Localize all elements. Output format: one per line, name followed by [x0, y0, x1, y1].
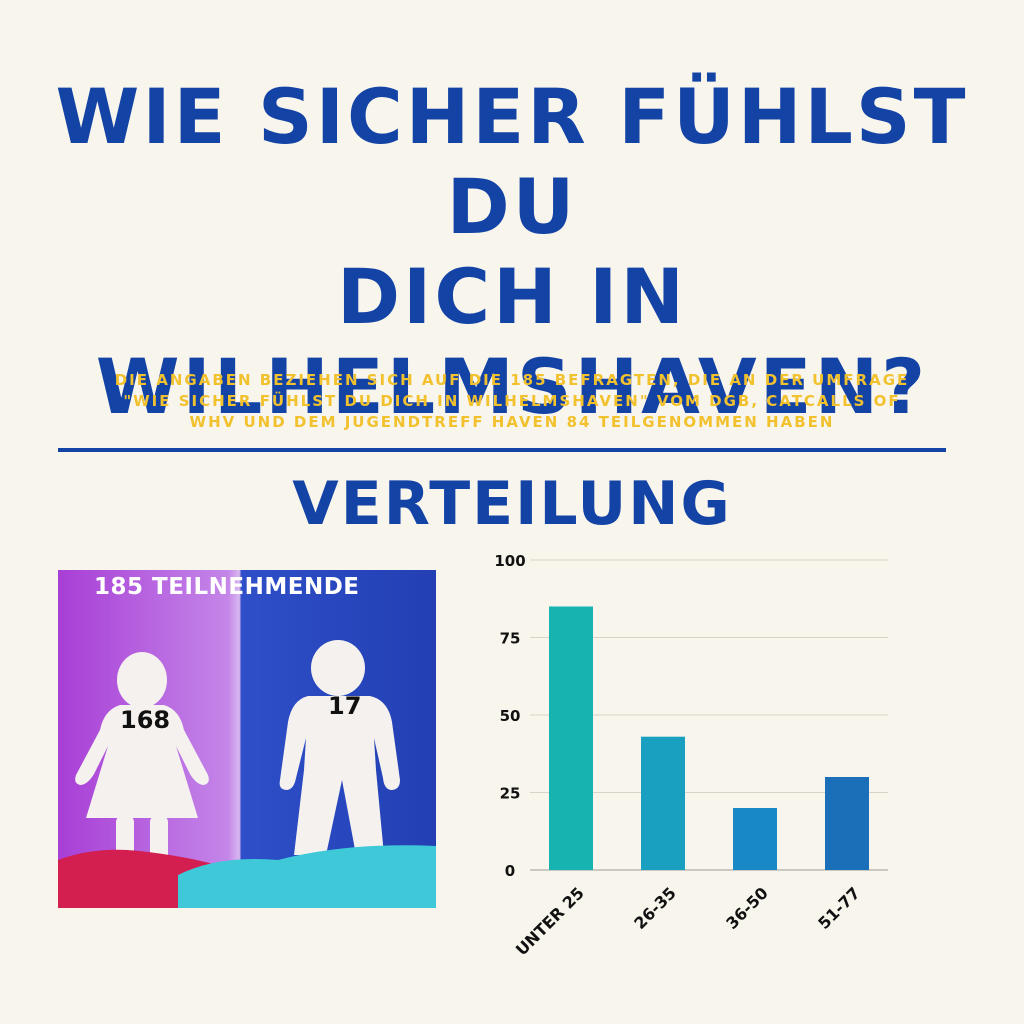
title-line-1: WIE SICHER FÜHLST DU — [55, 72, 969, 251]
y-tick-label: 100 — [494, 552, 525, 570]
male-figure-icon — [279, 640, 400, 855]
participants-illustration — [58, 640, 436, 908]
page-title: WIE SICHER FÜHLST DU DICH IN WILHELMSHAV… — [0, 72, 1024, 432]
survey-note-line-2: "WIE SICHER FÜHLST DU DICH IN WILHELMSHA… — [123, 392, 901, 410]
y-tick-label: 25 — [500, 785, 521, 803]
bar-3 — [733, 808, 777, 870]
y-tick-label: 75 — [500, 630, 521, 648]
participants-image: 185 TEILNEHMENDE 168 17 — [58, 570, 436, 908]
x-tick-label: 26-35 — [630, 883, 680, 933]
section-divider — [58, 448, 946, 452]
bar-1 — [549, 606, 593, 870]
x-tick-label: UNTER 25 — [512, 883, 588, 959]
x-tick-label: 36-50 — [722, 883, 772, 933]
bar-2 — [641, 736, 685, 870]
y-tick-label: 0 — [505, 862, 515, 880]
title-line-3: WILHELMSHAVEN? — [95, 342, 929, 431]
survey-note-line-1: DIE ANGABEN BEZIEHEN SICH AUF DIE 185 BE… — [114, 371, 910, 389]
bar-4 — [825, 777, 869, 870]
title-line-2: DICH IN — [336, 252, 688, 341]
x-tick-label: 51-77 — [814, 883, 864, 933]
female-figure-icon — [75, 652, 209, 872]
male-count: 17 — [328, 692, 362, 720]
survey-note: DIE ANGABEN BEZIEHEN SICH AUF DIE 185 BE… — [60, 370, 964, 433]
participants-label: 185 TEILNEHMENDE — [94, 574, 360, 600]
section-title: VERTEILUNG — [292, 469, 732, 539]
cyan-fabric — [178, 845, 436, 908]
survey-note-line-3: WHV UND DEM JUGENDTREFF HAVEN 84 TEILGEN… — [189, 413, 835, 431]
female-count: 168 — [120, 706, 171, 734]
age-distribution-chart: 0 25 50 75 100 UNTER 25 26-35 36-50 51-77 — [494, 552, 888, 959]
y-tick-label: 50 — [500, 707, 521, 725]
